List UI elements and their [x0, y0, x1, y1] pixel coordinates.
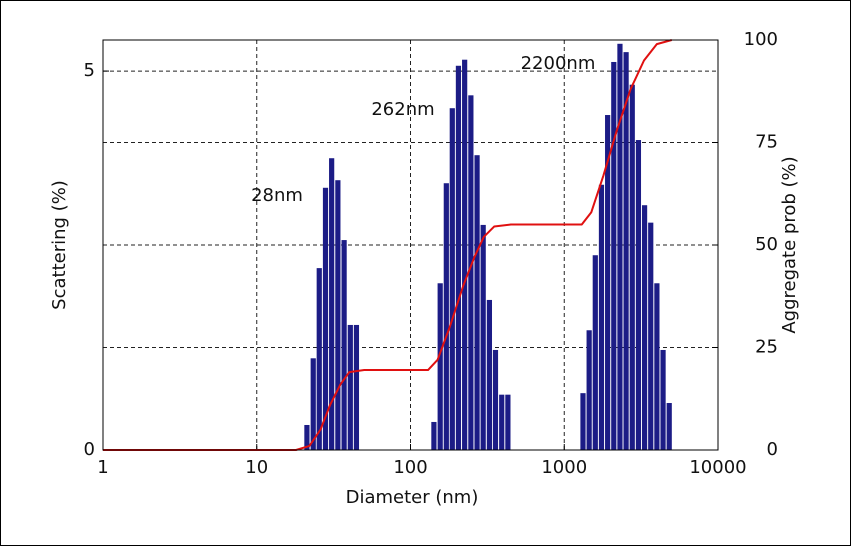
- bar: [480, 224, 486, 450]
- bar: [486, 299, 493, 450]
- bar: [347, 324, 353, 450]
- y-axis-label: Scattering (%): [49, 180, 70, 310]
- bar: [437, 283, 443, 450]
- plot-area: [102, 39, 719, 451]
- x-tick-label: 1000: [541, 457, 587, 478]
- bar: [611, 61, 617, 451]
- y2-tick-label: 0: [767, 439, 778, 460]
- x-tick-label: 1: [97, 457, 108, 478]
- bar: [605, 115, 611, 451]
- cumulative-line: [103, 39, 672, 451]
- bar: [329, 158, 335, 450]
- y2-tick-label: 75: [755, 132, 778, 153]
- bar: [598, 184, 605, 450]
- bar: [499, 394, 505, 450]
- bar: [666, 403, 672, 450]
- bar: [592, 255, 598, 450]
- bar: [335, 180, 341, 451]
- bar: [310, 358, 316, 450]
- bar: [654, 283, 660, 450]
- bar: [586, 330, 592, 450]
- bar: [455, 65, 462, 451]
- bar: [468, 95, 474, 450]
- annotation: 262nm: [371, 99, 434, 120]
- y2-tick-label: 100: [744, 29, 778, 50]
- bar: [641, 205, 648, 450]
- y2-tick-label: 50: [755, 234, 778, 255]
- bar: [617, 43, 623, 451]
- bar: [443, 183, 449, 451]
- x-tick-label: 10000: [689, 457, 746, 478]
- bar: [580, 393, 586, 450]
- bar: [635, 140, 642, 450]
- annotation: 2200nm: [521, 53, 596, 74]
- bar: [322, 187, 329, 450]
- bar: [341, 240, 347, 450]
- y2-axis-label: Aggregate prob (%): [779, 156, 800, 333]
- y-tick-label: 5: [84, 60, 95, 81]
- bar: [629, 84, 635, 450]
- y-tick-label: 0: [84, 439, 95, 460]
- bar: [431, 421, 437, 450]
- bar: [353, 324, 360, 450]
- x-tick-label: 10: [245, 457, 268, 478]
- bar: [474, 155, 480, 450]
- bar: [462, 59, 468, 450]
- y2-tick-label: 25: [755, 337, 778, 358]
- bar: [304, 424, 310, 450]
- x-tick-label: 100: [393, 457, 427, 478]
- annotation: 28nm: [251, 185, 303, 206]
- bar: [623, 52, 629, 450]
- bar: [660, 349, 666, 450]
- bar: [505, 394, 511, 450]
- x-axis-label: Diameter (nm): [346, 487, 479, 508]
- bar: [316, 268, 322, 450]
- bar: [449, 108, 455, 450]
- bar: [648, 222, 654, 450]
- bar: [492, 349, 499, 450]
